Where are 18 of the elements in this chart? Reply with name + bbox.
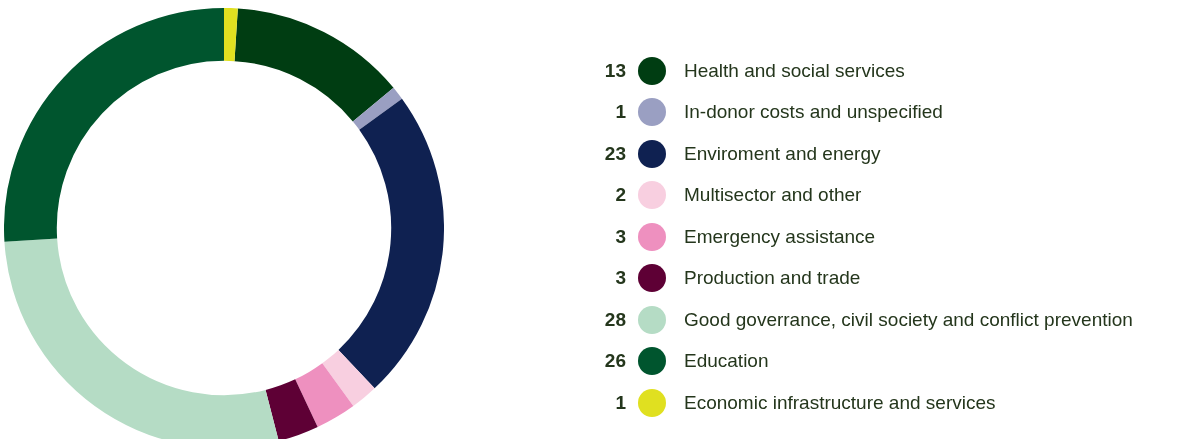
data-label: 13 bbox=[603, 59, 626, 82]
legend-label: Production and trade bbox=[684, 267, 861, 290]
data-label: 23 bbox=[603, 142, 626, 165]
legend-label: Education bbox=[684, 350, 769, 373]
legend-label: In-donor costs and unspecified bbox=[684, 101, 943, 124]
legend-label: Emergency assistance bbox=[684, 225, 876, 248]
legend-label: Economic infrastructure and services bbox=[684, 391, 996, 414]
data-label: 26 bbox=[603, 350, 626, 373]
legend-label: Health and social services bbox=[684, 59, 905, 82]
data-label: 1 bbox=[614, 391, 626, 414]
data-label: 3 bbox=[614, 225, 626, 248]
legend-label: Good goverrance, civil society and conflict prevention bbox=[684, 308, 1133, 331]
legend-label: Enviroment and energy bbox=[684, 142, 881, 165]
data-label: 3 bbox=[614, 267, 626, 290]
legend-label: Multisector and other bbox=[684, 184, 862, 207]
data-label: 2 bbox=[614, 184, 626, 207]
data-label: 1 bbox=[614, 101, 626, 124]
data-label: 28 bbox=[603, 308, 626, 331]
